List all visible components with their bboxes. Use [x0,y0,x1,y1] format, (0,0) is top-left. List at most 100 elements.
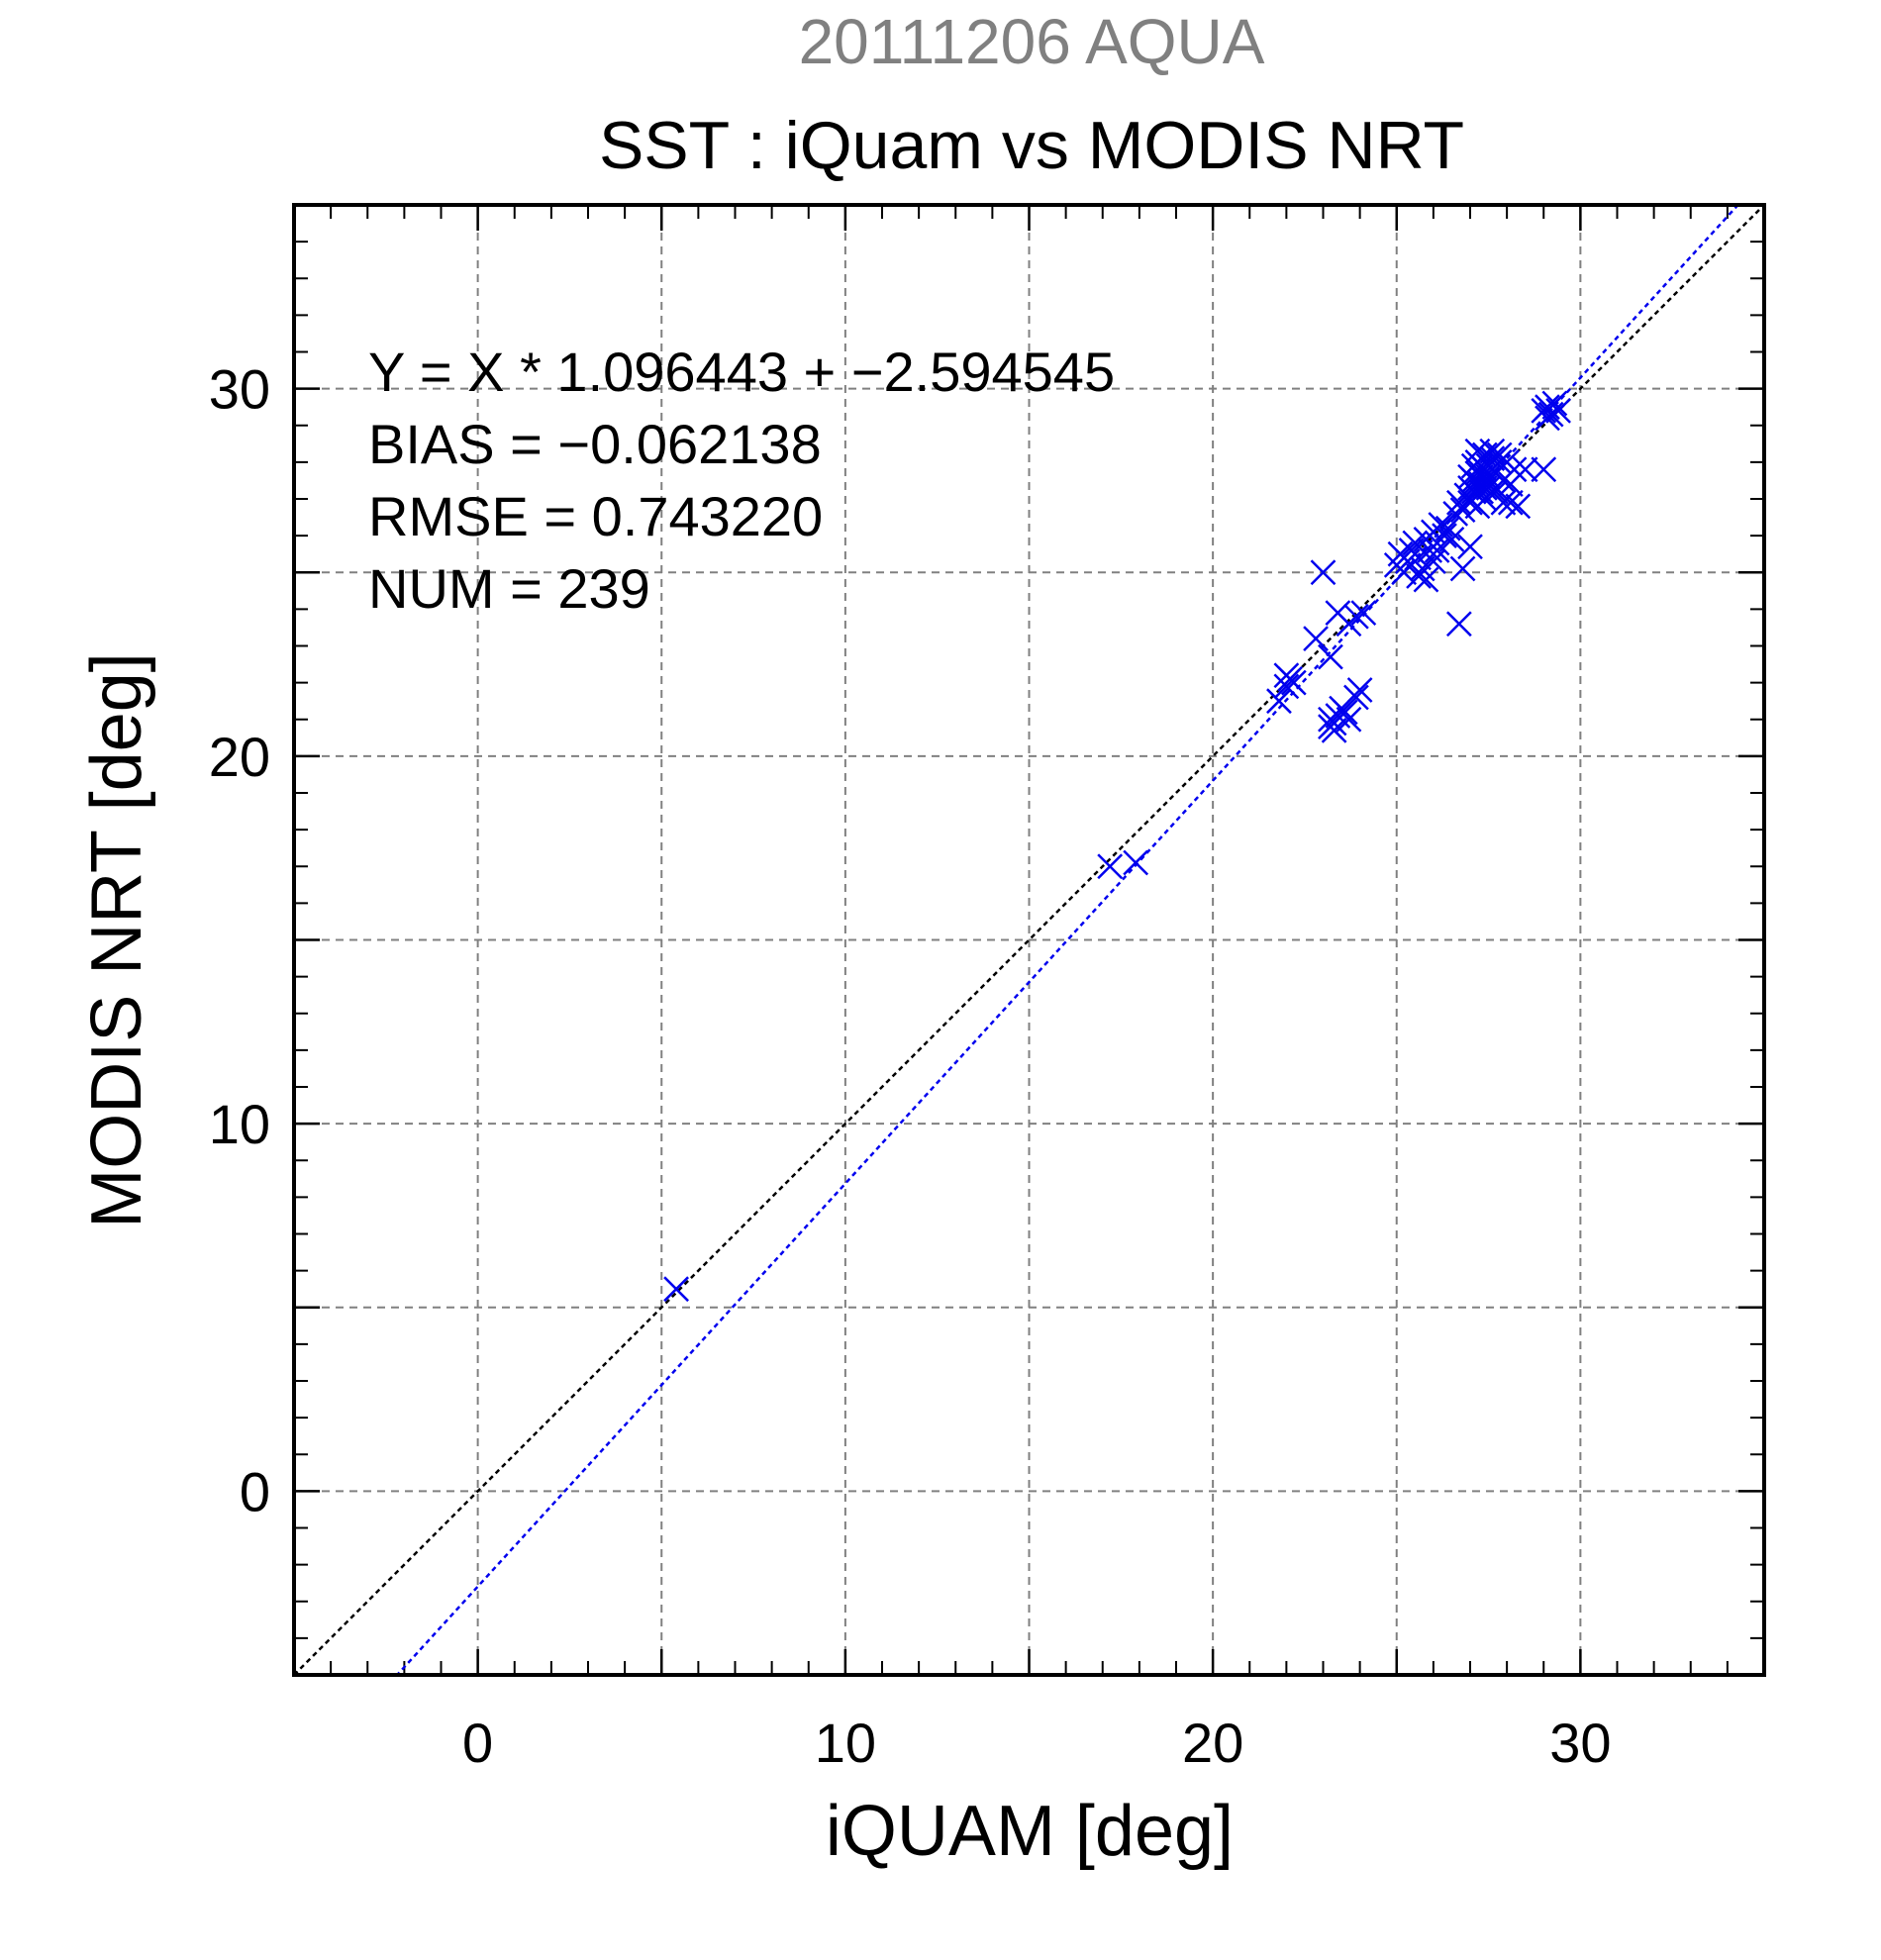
data-point [1479,445,1506,472]
data-point-stroke [1479,438,1506,464]
major-ticks [294,205,1764,1675]
data-point-stroke [1457,489,1483,516]
data-point [1318,643,1343,670]
identity-line [294,205,1764,1675]
data-point-stroke [1457,534,1483,560]
data-point-stroke [1541,390,1568,417]
data-point-stroke [1501,456,1528,483]
data-point-stroke [1464,493,1491,520]
data-point-stroke [1310,559,1336,586]
y-axis-label: MODIS NRT [deg] [77,652,156,1228]
data-point [1332,699,1358,726]
data-point [1457,534,1483,560]
data-point [1534,405,1560,432]
chart-subtitle: 20111206 AQUA [799,6,1265,77]
y-tick-label: 30 [209,358,270,421]
data-point [663,1276,689,1303]
data-point-stroke [1435,515,1461,541]
data-point-stroke [1409,555,1436,582]
data-point-stroke [1468,452,1495,479]
data-point-stroke [1479,456,1506,483]
x-tick-label: 10 [815,1712,876,1774]
data-point [1541,390,1568,417]
data-point-stroke [1432,523,1457,549]
data-point [1424,538,1450,563]
data-points [663,390,1571,1303]
x-tick-label: 20 [1182,1712,1243,1774]
data-point-stroke [1545,398,1571,424]
data-point [1464,493,1491,520]
data-point-stroke [1332,699,1358,726]
data-point [1343,684,1369,711]
x-tick-label: 30 [1549,1712,1611,1774]
data-point-stroke [1534,394,1560,421]
data-point-stroke [1497,489,1524,516]
data-point-stroke [1413,566,1439,593]
data-point-stroke [1336,706,1362,733]
data-point [1413,566,1439,593]
data-point-stroke [1318,706,1343,733]
data-point-stroke [1531,456,1557,483]
data-point [1336,706,1362,733]
data-point [1432,523,1457,549]
data-point-stroke [1343,684,1369,711]
stats-bias: BIAS = −0.062138 [368,413,822,475]
data-point-stroke [1343,603,1369,630]
data-point-stroke [1424,538,1450,563]
data-point [1531,456,1557,483]
data-point-stroke [1479,445,1506,472]
data-point [1479,456,1506,483]
data-point [1497,489,1524,516]
data-point-stroke [1273,673,1300,700]
data-point [1303,626,1329,651]
y-tick-label: 10 [209,1093,270,1155]
data-point-stroke [1303,626,1329,651]
chart-title: SST : iQuam vs MODIS NRT [599,108,1464,183]
data-point-stroke [1346,677,1373,703]
grid-lines [294,205,1764,1675]
stats-equation: Y = X * 1.096443 + −2.594545 [368,341,1115,403]
data-point [1479,438,1506,464]
x-axis-label: iQUAM [deg] [826,1792,1234,1871]
data-point-stroke [1438,526,1465,552]
data-point [1273,662,1300,689]
data-point-stroke [1505,493,1532,520]
data-point-stroke [1321,718,1347,743]
stats-num: NUM = 239 [368,557,650,620]
data-point [1346,677,1373,703]
data-point-stroke [1483,478,1509,505]
plot-frame [292,203,1766,1677]
data-point [1266,688,1292,715]
data-point [1490,489,1517,516]
data-point-stroke [1445,611,1472,637]
data-point-stroke [1123,849,1149,876]
data-point [1343,603,1369,630]
data-point [1505,493,1532,520]
data-point [1545,398,1571,424]
data-point-stroke [1534,405,1560,432]
y-tick-label: 20 [209,726,270,788]
data-point [1438,526,1465,552]
data-point [1273,673,1300,700]
regression-line [395,205,1740,1675]
data-point-stroke [1406,544,1432,571]
data-point-stroke [1266,688,1292,715]
data-point [1350,600,1377,626]
data-point [1097,853,1124,880]
stats-rmse: RMSE = 0.743220 [368,485,823,547]
x-tick-labels: 0 10 20 30 [462,1712,1611,1774]
data-point-stroke [1097,853,1124,880]
data-point-stroke [1475,474,1502,501]
data-point [1449,555,1476,582]
data-point-stroke [1350,600,1377,626]
y-tick-labels: 0 10 20 30 [209,358,270,1523]
data-point-stroke [1490,489,1517,516]
data-point [1445,611,1472,637]
data-point [1310,559,1336,586]
data-point-stroke [663,1276,689,1303]
data-point-stroke [1449,555,1476,582]
data-point-stroke [1318,643,1343,670]
data-point-stroke [1406,563,1432,589]
x-tick-label: 0 [462,1712,493,1774]
